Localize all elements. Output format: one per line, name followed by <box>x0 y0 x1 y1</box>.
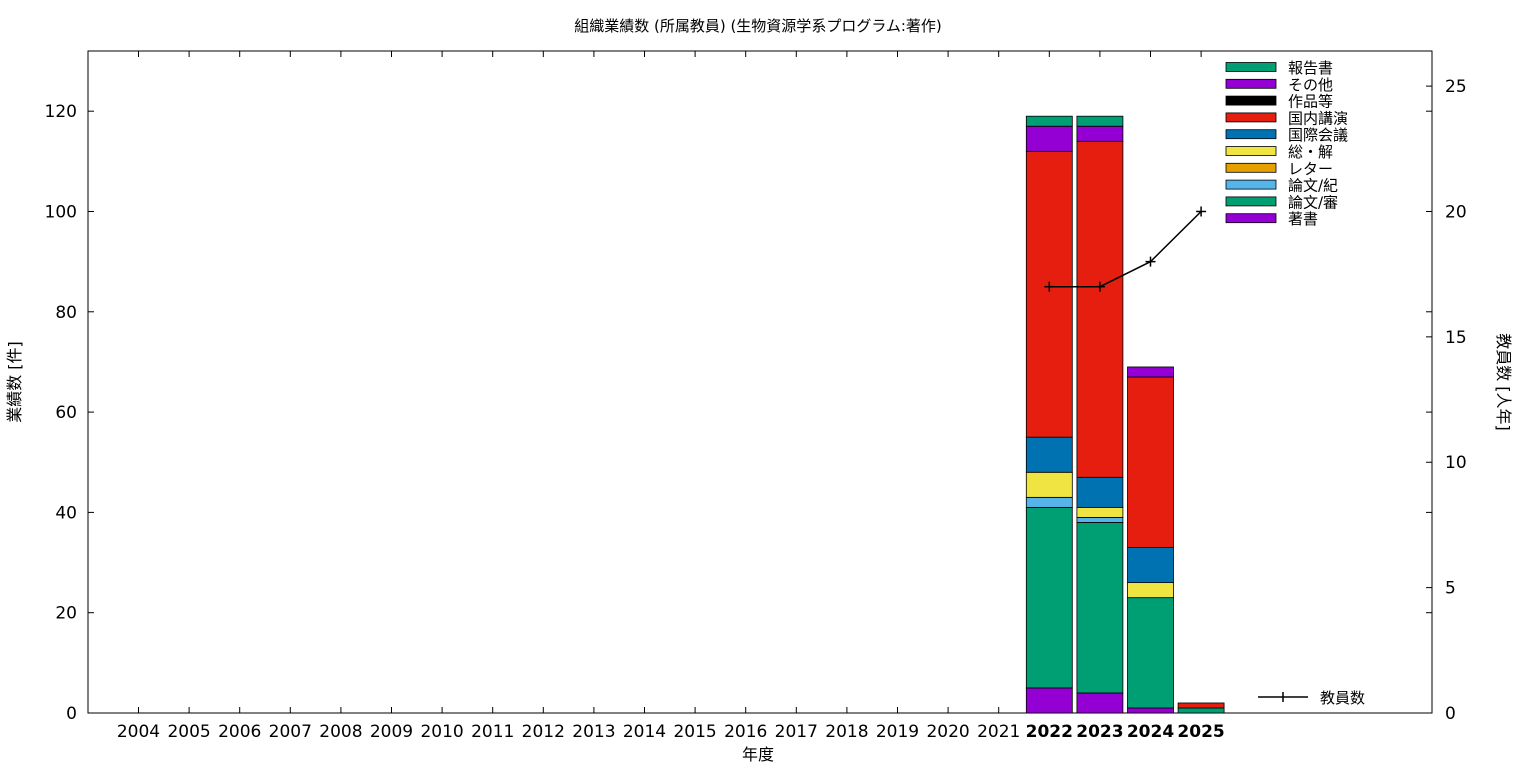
legend-label: 国内講演 <box>1288 109 1348 127</box>
x-tick-label: 2013 <box>572 722 615 742</box>
bar-segment <box>1076 476 1124 508</box>
bar-segment <box>1076 115 1124 127</box>
x-tick-label: 2023 <box>1076 722 1123 742</box>
y2-tick-label: 20 <box>1445 202 1467 222</box>
bar-segment <box>1025 115 1073 127</box>
x-tick-label: 2010 <box>420 722 463 742</box>
x-tick-label: 2024 <box>1127 722 1174 742</box>
x-tick-label: 2015 <box>673 722 716 742</box>
bar-segment <box>1127 376 1174 548</box>
x-tick-label: 2005 <box>167 722 210 742</box>
y2-axis-label: 教員数 [人年] <box>1494 333 1513 431</box>
x-tick-label: 2019 <box>876 722 919 742</box>
legend-label: レター <box>1288 160 1333 178</box>
x-tick-label: 2006 <box>218 722 261 742</box>
legend-label: 国際会議 <box>1288 126 1348 144</box>
faculty-line-path <box>1049 210 1202 288</box>
bar-segment <box>1025 471 1073 498</box>
bar-segment <box>1025 150 1073 438</box>
bar-segment <box>1076 140 1124 478</box>
bar-segment <box>1025 496 1073 508</box>
y2-tick-label: 0 <box>1445 704 1456 724</box>
faculty-line <box>1044 206 1207 292</box>
legend-swatch <box>1225 213 1277 224</box>
x-tick-label: 2016 <box>724 722 767 742</box>
legend-label: 論文/審 <box>1288 193 1338 211</box>
bar-segment <box>1076 506 1124 518</box>
x-tick-label: 2007 <box>269 722 312 742</box>
x-tick-label: 2018 <box>825 722 868 742</box>
y-tick-label: 40 <box>55 503 77 523</box>
x-axis-label: 年度 <box>742 745 774 764</box>
x-tick-label: 2011 <box>471 722 514 742</box>
y2-tick-label: 5 <box>1445 579 1456 599</box>
legend-swatch <box>1225 112 1277 123</box>
x-tick-label: 2021 <box>977 722 1020 742</box>
bar-segment <box>1076 692 1124 714</box>
x-tick-label: 2020 <box>926 722 969 742</box>
bar-segment <box>1076 522 1124 694</box>
legend-label: 論文/紀 <box>1288 177 1338 195</box>
y-tick-label: 80 <box>55 303 77 323</box>
chart-title: 組織業績数 (所属教員) (生物資源学系プログラム:著作) <box>574 17 942 35</box>
legend-line-label: 教員数 <box>1320 689 1365 707</box>
bar-segment <box>1127 366 1174 378</box>
legend-label: 総・解 <box>1288 143 1333 161</box>
y-tick-label: 100 <box>45 202 77 222</box>
bar-segment <box>1127 707 1174 714</box>
bar-segment <box>1177 702 1225 709</box>
legend-label: 著書 <box>1288 210 1318 228</box>
y-tick-label: 120 <box>45 102 77 122</box>
bar-segment <box>1025 436 1073 473</box>
y-tick-label: 60 <box>55 403 77 423</box>
x-tick-label: 2004 <box>117 722 160 742</box>
plot-area <box>87 50 1433 714</box>
y-tick-label: 20 <box>55 604 77 624</box>
x-tick-label: 2014 <box>623 722 666 742</box>
y2-tick-label: 10 <box>1445 453 1467 473</box>
x-tick-label: 2025 <box>1177 722 1224 742</box>
bar-segment <box>1177 707 1225 714</box>
bar-segment <box>1127 597 1174 709</box>
bar-segment <box>1127 547 1174 584</box>
y-axis-label: 業績数 [件] <box>5 341 24 423</box>
legend-swatch <box>1225 162 1277 173</box>
x-tick-label: 2012 <box>522 722 565 742</box>
legend-label: その他 <box>1288 76 1333 94</box>
legend-swatch <box>1225 62 1277 72</box>
x-tick-label: 2017 <box>775 722 818 742</box>
bar-segment <box>1076 125 1124 142</box>
bar-segment <box>1127 582 1174 599</box>
x-tick-label: 2022 <box>1026 722 1073 742</box>
x-tick-label: 2009 <box>370 722 413 742</box>
legend-swatch <box>1225 129 1277 140</box>
bars <box>1025 115 1225 714</box>
y-tick-label: 0 <box>66 704 77 724</box>
legend-swatch <box>1225 146 1277 156</box>
y2-tick-label: 25 <box>1445 77 1467 97</box>
legend-swatch <box>1225 179 1277 190</box>
bar-segment <box>1076 517 1124 523</box>
bar-segment <box>1025 687 1073 714</box>
bar-segment <box>1025 506 1073 689</box>
legend-swatch <box>1225 196 1277 207</box>
legend-label: 報告書 <box>1288 59 1333 77</box>
legend-label: 作品等 <box>1288 93 1333 111</box>
bar-segment <box>1025 125 1073 152</box>
y2-tick-label: 15 <box>1445 328 1467 348</box>
x-tick-label: 2008 <box>319 722 362 742</box>
legend-swatch <box>1225 95 1277 106</box>
legend-swatch <box>1225 78 1277 89</box>
